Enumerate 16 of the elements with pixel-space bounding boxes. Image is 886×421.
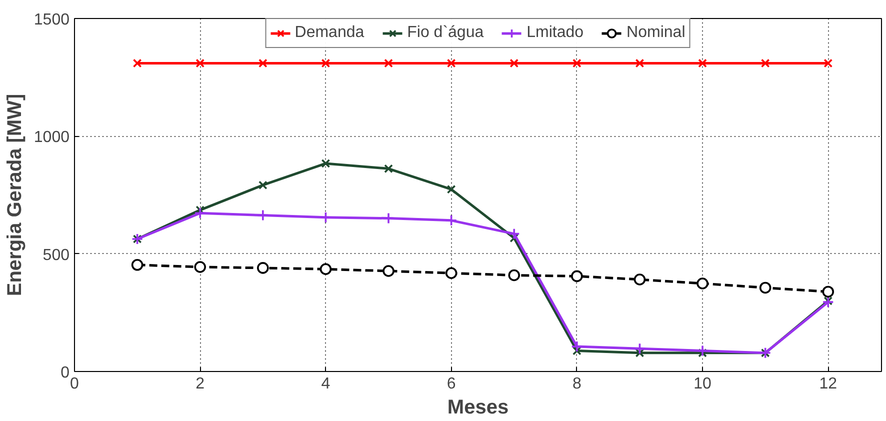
y-axis-title: Energia Gerada [MW]	[4, 94, 26, 296]
legend-label: Fio d`água	[407, 24, 484, 42]
x-tick-label: 4	[321, 376, 330, 392]
x-tick-label: 10	[694, 376, 712, 392]
legend-label: Lmitado	[526, 24, 584, 42]
y-tick-label: 0	[60, 364, 70, 382]
x-tick-label: 12	[819, 376, 838, 392]
y-tick-label: 500	[42, 246, 70, 264]
x-tick-label: 2	[196, 376, 205, 392]
x-axis-title: Meses	[447, 396, 509, 418]
y-tick-label: 1500	[34, 12, 70, 28]
legend-label: Demanda	[294, 24, 364, 42]
x-tick-label: 8	[572, 376, 582, 392]
legend-label: Nominal	[626, 24, 686, 42]
x-tick-label: 6	[446, 376, 456, 392]
y-tick-label: 1000	[34, 129, 70, 146]
